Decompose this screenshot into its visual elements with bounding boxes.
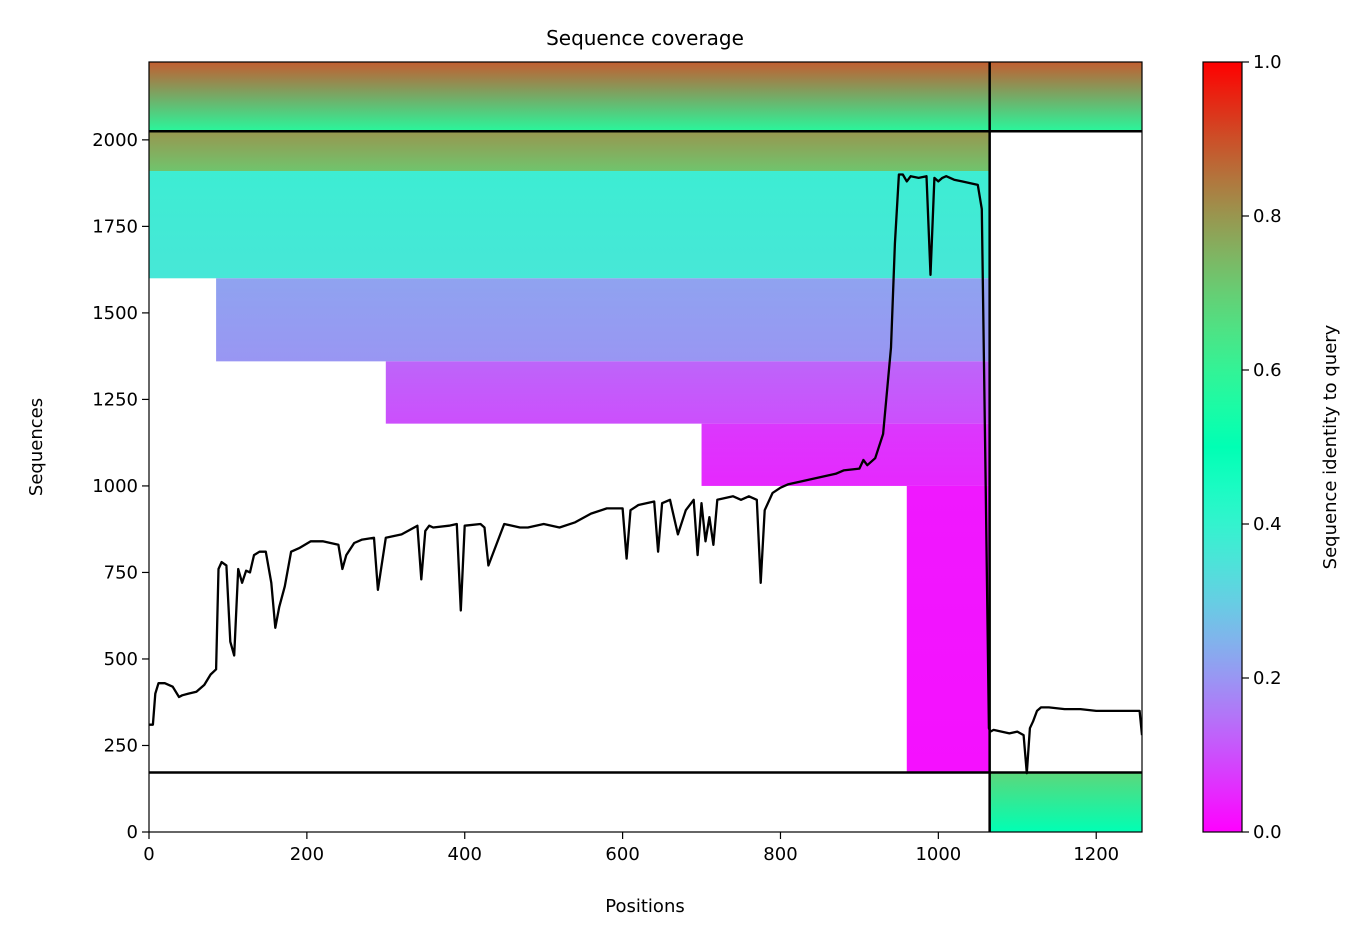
y-tick-label: 1500 — [92, 303, 138, 324]
y-tick-label: 2000 — [92, 130, 138, 151]
plot-area — [149, 62, 1142, 832]
coverage-line — [149, 173, 1142, 775]
colorbar-gradient — [1202, 61, 1243, 833]
coverage-block — [385, 361, 990, 424]
y-tick-label: 250 — [104, 735, 138, 756]
y-tick-label: 1750 — [92, 216, 138, 237]
x-axis: 0 200 400 600 800 1000 1200 — [143, 832, 1119, 865]
colorbar-tick-label: 0.0 — [1253, 822, 1282, 843]
colorbar-tick-label: 1.0 — [1253, 52, 1282, 73]
colorbar-label: Sequence identity to query — [1320, 324, 1341, 569]
coverage-block — [149, 131, 990, 172]
coverage-block — [149, 62, 990, 132]
coverage-block — [989, 772, 1142, 832]
colorbar: 0.0 0.2 0.4 0.6 0.8 1.0 — [1202, 52, 1282, 843]
y-tick-label: 1000 — [92, 476, 138, 497]
y-tick-label: 500 — [104, 649, 138, 670]
colorbar-tick-label: 0.4 — [1253, 514, 1282, 535]
colorbar-tick-label: 0.6 — [1253, 360, 1282, 381]
coverage-block — [906, 485, 990, 773]
x-tick-label: 600 — [605, 844, 639, 865]
coverage-block — [989, 62, 1142, 132]
coverage-block — [216, 278, 990, 362]
y-axis-label: Sequences — [26, 398, 47, 496]
y-tick-label: 0 — [127, 822, 138, 843]
x-tick-label: 1200 — [1073, 844, 1119, 865]
colorbar-tick-label: 0.8 — [1253, 206, 1282, 227]
chart-title: Sequence coverage — [546, 26, 744, 50]
coverage-block — [701, 423, 990, 486]
coverage-blocks — [149, 62, 1142, 832]
x-tick-label: 200 — [290, 844, 324, 865]
plot-frame — [148, 61, 1143, 833]
y-tick-label: 1250 — [92, 389, 138, 410]
coverage-block — [149, 171, 990, 279]
x-axis-label: Positions — [605, 896, 684, 917]
x-tick-label: 800 — [763, 844, 797, 865]
x-tick-label: 400 — [448, 844, 482, 865]
x-tick-label: 1000 — [915, 844, 961, 865]
y-axis: 0 250 500 750 1000 1250 1500 1750 2000 — [92, 130, 149, 843]
colorbar-tick-label: 0.2 — [1253, 668, 1282, 689]
y-tick-label: 750 — [104, 562, 138, 583]
x-tick-label: 0 — [143, 844, 154, 865]
